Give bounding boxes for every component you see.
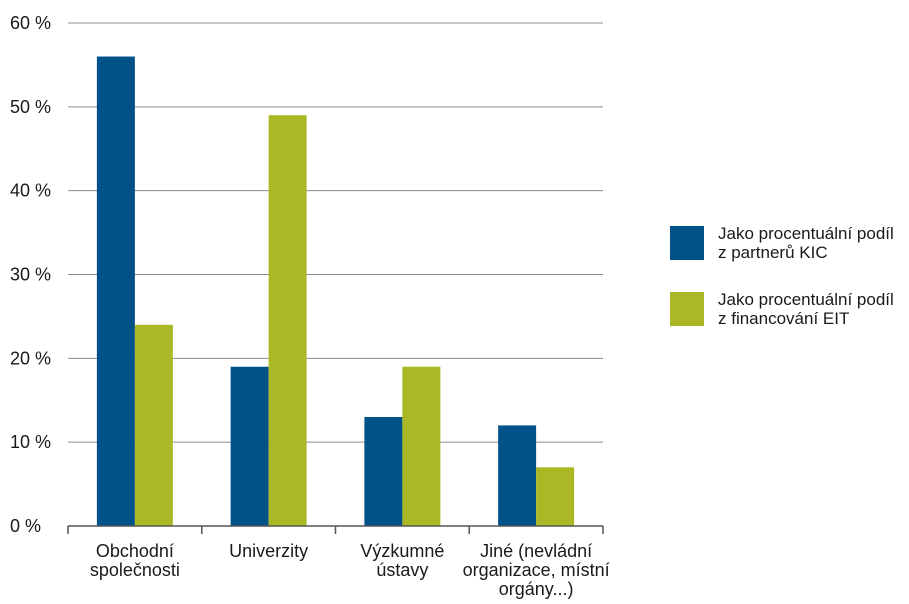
x-axis-category-labels: Obchodní společnosti Univerzity Výzkumné úst… bbox=[90, 541, 610, 599]
legend-label-eit-funding-line-2: z financování EIT bbox=[718, 309, 850, 328]
x-category-label: Obchodní společnosti bbox=[90, 541, 180, 580]
bar-eit-funding bbox=[134, 324, 173, 526]
x-category-label: Jiné (nevládní organizace, místní orgány..… bbox=[463, 541, 610, 599]
x-category-label: Univerzity bbox=[229, 541, 308, 561]
legend-label-kic-partners-line-1: Jako procentuální podíl bbox=[718, 224, 894, 243]
legend-swatch-eit-funding bbox=[670, 292, 704, 326]
y-tick-label: 40 % bbox=[10, 181, 51, 201]
x-category-label: Výzkumné ústavy bbox=[360, 541, 444, 580]
y-tick-label: 60 % bbox=[10, 13, 51, 33]
y-axis-tick-labels: 0 % 10 % 20 % 30 % 40 % 50 % 60 % bbox=[10, 13, 51, 536]
legend-item-kic-partners: Jako procentuální podíl z partnerů KIC bbox=[670, 224, 909, 262]
y-tick-label: 30 % bbox=[10, 265, 51, 285]
legend: Jako procentuální podíl z partnerů KIC J… bbox=[670, 224, 909, 356]
y-tick-label: 50 % bbox=[10, 97, 51, 117]
y-tick-label: 10 % bbox=[10, 432, 51, 452]
legend-swatch-kic-partners bbox=[670, 226, 704, 260]
bar-kic-partners bbox=[498, 425, 537, 526]
y-tick-label: 20 % bbox=[10, 348, 51, 368]
legend-label-kic-partners-line-2: z partnerů KIC bbox=[718, 243, 828, 262]
bars bbox=[96, 56, 575, 527]
legend-label-eit-funding-line-1: Jako procentuální podíl bbox=[718, 290, 894, 309]
y-tick-label: 0 % bbox=[10, 516, 41, 536]
bar-eit-funding bbox=[268, 115, 307, 526]
bar-kic-partners bbox=[364, 417, 403, 526]
legend-item-eit-funding: Jako procentuální podíl z financování EI… bbox=[670, 290, 909, 328]
bar-eit-funding bbox=[402, 366, 441, 526]
x-axis bbox=[67, 525, 604, 534]
bar-kic-partners bbox=[96, 56, 135, 527]
bar-eit-funding bbox=[536, 467, 575, 526]
bar-kic-partners bbox=[230, 366, 269, 526]
